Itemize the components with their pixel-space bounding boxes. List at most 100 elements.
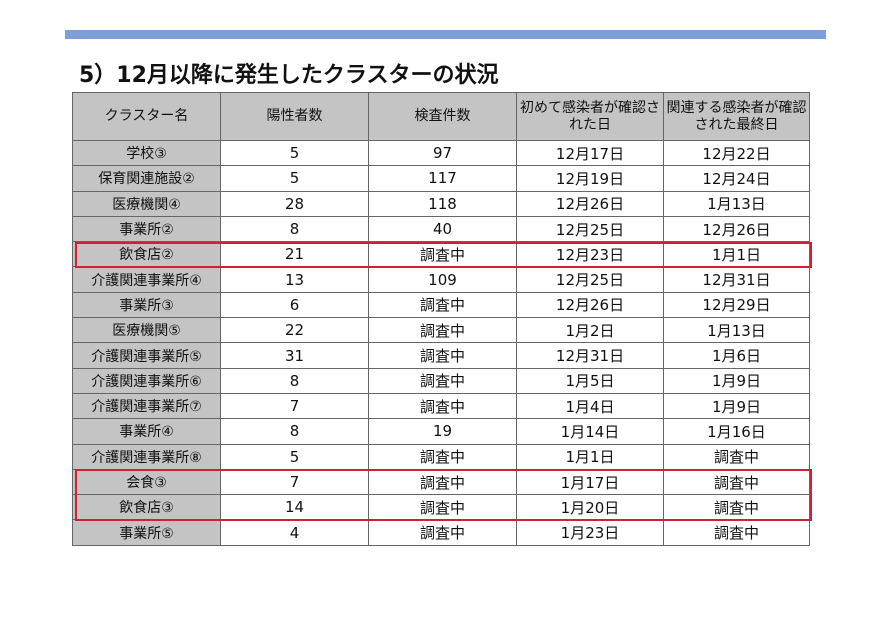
cluster-name-cell: 事業所③ (72, 291, 221, 319)
column-header-tests: 検査件数 (368, 92, 517, 141)
last-date-cell: 12月24日 (663, 165, 810, 192)
tests-cell: 調査中 (368, 317, 517, 344)
tests-cell: 調査中 (368, 392, 517, 420)
table-row: 学校③ 5 97 12月17日 12月22日 (72, 139, 810, 167)
positives-cell: 21 (220, 241, 369, 268)
cluster-name-cell: 飲食店③ (72, 494, 221, 521)
column-header-positives: 陽性者数 (220, 92, 369, 141)
last-date-cell: 12月29日 (663, 291, 810, 319)
first-date-cell: 1月5日 (516, 367, 664, 394)
tests-cell: 109 (368, 266, 517, 293)
positives-cell: 4 (220, 519, 369, 546)
table-row: 介護関連事業所⑥ 8 調査中 1月5日 1月9日 (72, 367, 810, 394)
positives-cell: 8 (220, 367, 369, 394)
last-date-cell: 12月26日 (663, 215, 810, 243)
cluster-name-cell: 医療機関⑤ (72, 317, 221, 344)
tests-cell: 40 (368, 215, 517, 243)
positives-cell: 5 (220, 165, 369, 192)
first-date-cell: 1月23日 (516, 519, 664, 546)
table-row: 事業所③ 6 調査中 12月26日 12月29日 (72, 291, 810, 319)
positives-cell: 31 (220, 342, 369, 369)
first-date-cell: 12月17日 (516, 139, 664, 167)
first-date-cell: 12月26日 (516, 190, 664, 217)
positives-cell: 28 (220, 190, 369, 217)
first-date-cell: 1月17日 (516, 468, 664, 496)
table-row: 医療機関④ 28 118 12月26日 1月13日 (72, 190, 810, 217)
first-date-cell: 1月20日 (516, 494, 664, 521)
last-date-cell: 12月22日 (663, 139, 810, 167)
tests-cell: 117 (368, 165, 517, 192)
tests-cell: 調査中 (368, 519, 517, 546)
title-accent-bar (65, 30, 826, 39)
table-row: 介護関連事業所⑦ 7 調査中 1月4日 1月9日 (72, 392, 810, 420)
cluster-name-cell: 介護関連事業所⑦ (72, 392, 221, 420)
tests-cell: 調査中 (368, 443, 517, 470)
cluster-name-cell: 医療機関④ (72, 190, 221, 217)
cluster-name-cell: 学校③ (72, 139, 221, 167)
cluster-name-cell: 保育関連施設② (72, 165, 221, 192)
table-row: 事業所⑤ 4 調査中 1月23日 調査中 (72, 519, 810, 546)
table-row: 介護関連事業所④ 13 109 12月25日 12月31日 (72, 266, 810, 293)
tests-cell: 調査中 (368, 468, 517, 496)
last-date-cell: 12月31日 (663, 266, 810, 293)
column-header-last-date: 関連する感染者が確認された最終日 (663, 92, 810, 141)
first-date-cell: 1月4日 (516, 392, 664, 420)
column-header-cluster-name: クラスター名 (72, 92, 221, 141)
first-date-cell: 1月2日 (516, 317, 664, 344)
last-date-cell: 1月1日 (663, 241, 810, 268)
last-date-cell: 調査中 (663, 494, 810, 521)
cluster-name-cell: 事業所⑤ (72, 519, 221, 546)
tests-cell: 調査中 (368, 291, 517, 319)
positives-cell: 5 (220, 139, 369, 167)
last-date-cell: 1月9日 (663, 392, 810, 420)
tests-cell: 118 (368, 190, 517, 217)
cluster-table: クラスター名 陽性者数 検査件数 初めて感染者が確認された日 関連する感染者が確… (72, 92, 810, 546)
last-date-cell: 1月9日 (663, 367, 810, 394)
table-row: 介護関連事業所⑤ 31 調査中 12月31日 1月6日 (72, 342, 810, 369)
positives-cell: 14 (220, 494, 369, 521)
page-title: 5）12月以降に発生したクラスターの状況 (79, 63, 499, 88)
first-date-cell: 12月23日 (516, 241, 664, 268)
positives-cell: 7 (220, 392, 369, 420)
table-row: 介護関連事業所⑧ 5 調査中 1月1日 調査中 (72, 443, 810, 470)
cluster-name-cell: 介護関連事業所④ (72, 266, 221, 293)
table-row: 会食③ 7 調査中 1月17日 調査中 (72, 468, 810, 496)
first-date-cell: 1月14日 (516, 418, 664, 445)
column-header-first-date: 初めて感染者が確認された日 (516, 92, 664, 141)
table-row: 飲食店③ 14 調査中 1月20日 調査中 (72, 494, 810, 521)
first-date-cell: 1月1日 (516, 443, 664, 470)
cluster-name-cell: 介護関連事業所⑧ (72, 443, 221, 470)
cluster-name-cell: 飲食店② (72, 241, 221, 268)
first-date-cell: 12月26日 (516, 291, 664, 319)
cluster-name-cell: 介護関連事業所⑥ (72, 367, 221, 394)
table-row: 事業所② 8 40 12月25日 12月26日 (72, 215, 810, 243)
table-row: 医療機関⑤ 22 調査中 1月2日 1月13日 (72, 317, 810, 344)
positives-cell: 7 (220, 468, 369, 496)
table-row: 事業所④ 8 19 1月14日 1月16日 (72, 418, 810, 445)
first-date-cell: 12月19日 (516, 165, 664, 192)
last-date-cell: 1月6日 (663, 342, 810, 369)
positives-cell: 5 (220, 443, 369, 470)
cluster-name-cell: 会食③ (72, 468, 221, 496)
tests-cell: 調査中 (368, 367, 517, 394)
table-row: 保育関連施設② 5 117 12月19日 12月24日 (72, 165, 810, 192)
last-date-cell: 調査中 (663, 519, 810, 546)
last-date-cell: 1月13日 (663, 190, 810, 217)
first-date-cell: 12月31日 (516, 342, 664, 369)
positives-cell: 8 (220, 215, 369, 243)
tests-cell: 19 (368, 418, 517, 445)
cluster-name-cell: 事業所④ (72, 418, 221, 445)
cluster-name-cell: 事業所② (72, 215, 221, 243)
tests-cell: 調査中 (368, 241, 517, 268)
first-date-cell: 12月25日 (516, 266, 664, 293)
table-row: 飲食店② 21 調査中 12月23日 1月1日 (72, 241, 810, 268)
last-date-cell: 1月16日 (663, 418, 810, 445)
last-date-cell: 調査中 (663, 443, 810, 470)
tests-cell: 調査中 (368, 494, 517, 521)
positives-cell: 22 (220, 317, 369, 344)
tests-cell: 97 (368, 139, 517, 167)
positives-cell: 8 (220, 418, 369, 445)
tests-cell: 調査中 (368, 342, 517, 369)
positives-cell: 6 (220, 291, 369, 319)
cluster-name-cell: 介護関連事業所⑤ (72, 342, 221, 369)
